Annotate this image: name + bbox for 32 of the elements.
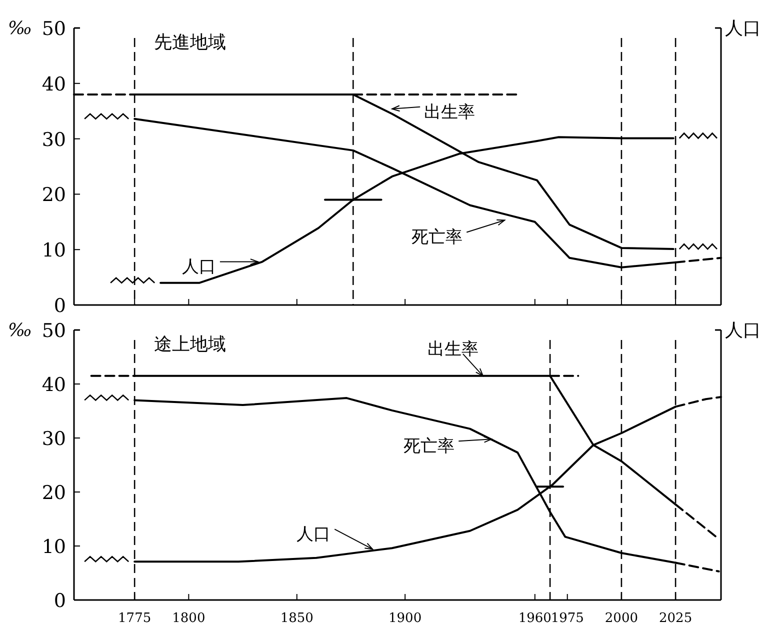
y-tick-label: 20 (42, 482, 66, 504)
annotation: 死亡率 (412, 228, 463, 248)
annotation: 人口 (296, 524, 331, 545)
annotation: 死亡率 (404, 436, 455, 456)
y2-axis-title: 人口 (725, 320, 761, 341)
y-axis-title: ‰ (8, 18, 32, 39)
y-tick-label: 10 (42, 240, 66, 262)
y2-axis-title: 人口 (725, 18, 761, 39)
y-tick-label: 40 (42, 73, 66, 96)
x-tick-label: 1775 (118, 611, 152, 626)
annotation: 出生率 (427, 339, 478, 360)
x-tick-label: 1850 (280, 611, 314, 626)
y-tick-label: 40 (42, 374, 66, 396)
y-tick-label: 0 (54, 590, 66, 612)
y-tick-label: 20 (42, 184, 66, 206)
y-tick-label: 30 (42, 428, 66, 450)
annotation: 人口 (182, 257, 216, 278)
x-tick-label: 1960 (518, 611, 552, 626)
y-axis-title: ‰ (8, 320, 32, 341)
y-tick-label: 0 (54, 295, 66, 317)
chart-title: 先進地域 (154, 32, 226, 53)
chart-title: 途上地域 (154, 334, 226, 355)
y-tick-label: 50 (42, 320, 66, 342)
y-tick-label: 10 (42, 536, 66, 558)
x-tick-label: 1900 (388, 611, 422, 626)
y-tick-label: 50 (42, 18, 66, 40)
x-tick-label: 1975 (550, 611, 584, 626)
x-tick-label: 1800 (172, 611, 206, 626)
x-tick-label: 2000 (604, 611, 638, 626)
x-tick-label: 2025 (659, 611, 692, 626)
y-tick-label: 30 (42, 128, 66, 151)
annotation: 出生率 (424, 102, 476, 122)
